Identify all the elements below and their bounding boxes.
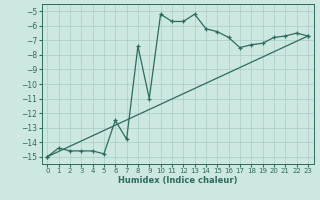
X-axis label: Humidex (Indice chaleur): Humidex (Indice chaleur) [118, 176, 237, 185]
